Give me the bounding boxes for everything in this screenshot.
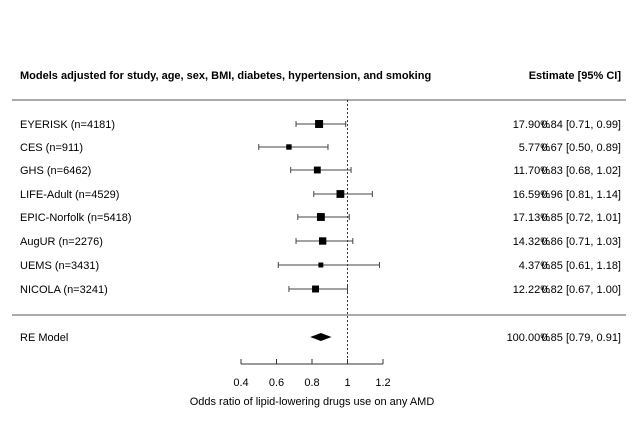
x-tick-label: 0.6 <box>269 377 284 389</box>
x-tick-label: 0.4 <box>233 377 248 389</box>
study-estimate: 0.67 [0.50, 0.89] <box>541 142 621 154</box>
study-estimate: 0.83 [0.68, 1.02] <box>541 165 621 177</box>
study-weight: 17.13% <box>513 212 551 224</box>
summary-diamond <box>310 333 332 341</box>
point-estimate <box>318 237 327 245</box>
point-estimate <box>318 262 324 268</box>
study-row: NICOLA (n=3241) 12.22%0.82 [0.67, 1.00] <box>20 284 621 296</box>
x-tick-label: 1 <box>344 377 350 389</box>
study-estimate: 0.82 [0.67, 1.00] <box>541 284 621 296</box>
study-estimate: 0.84 [0.71, 0.99] <box>541 119 621 131</box>
study-label: AugUR (n=2276) <box>20 236 103 248</box>
x-axis-label: Odds ratio of lipid-lowering drugs use o… <box>190 396 435 408</box>
point-estimate <box>312 285 320 293</box>
study-estimate: 0.96 [0.81, 1.14] <box>541 189 621 201</box>
x-tick-label: 1.2 <box>375 377 390 389</box>
point-estimate <box>313 166 321 174</box>
study-weight: 4.37% <box>519 260 550 272</box>
study-weight: 5.77% <box>519 142 550 154</box>
study-row: EYERISK (n=4181) 17.90%0.84 [0.71, 0.99] <box>20 119 621 131</box>
study-row: UEMS (n=3431) 4.37%0.85 [0.61, 1.18] <box>20 260 621 272</box>
study-weight: 14.32% <box>513 236 551 248</box>
study-estimate: 0.85 [0.72, 1.01] <box>541 212 621 224</box>
summary-weight: 100.00% <box>507 332 551 344</box>
study-label: LIFE-Adult (n=4529) <box>20 189 119 201</box>
point-estimate <box>336 190 345 198</box>
study-weight: 11.70% <box>514 165 551 177</box>
header-right: Estimate [95% CI] <box>529 70 622 82</box>
study-row: LIFE-Adult (n=4529) 16.59%0.96 [0.81, 1.1… <box>20 189 621 201</box>
study-row: CES (n=911) 5.77%0.67 [0.50, 0.89] <box>20 142 621 154</box>
study-estimate: 0.85 [0.61, 1.18] <box>541 260 621 272</box>
study-label: CES (n=911) <box>20 142 83 154</box>
study-estimate: 0.86 [0.71, 1.03] <box>541 236 621 248</box>
study-row: GHS (n=6462) 11.70%0.83 [0.68, 1.02] <box>20 165 621 177</box>
summary-label: RE Model <box>20 332 68 344</box>
study-weight: 16.59% <box>513 189 551 201</box>
point-estimate <box>315 120 324 128</box>
point-estimate <box>316 213 325 221</box>
x-tick-label: 0.8 <box>304 377 319 389</box>
study-label: GHS (n=6462) <box>20 165 91 177</box>
study-weight: 17.90% <box>513 119 551 131</box>
study-weight: 12.22% <box>513 284 551 296</box>
study-label: EYERISK (n=4181) <box>20 119 115 131</box>
header-left: Models adjusted for study, age, sex, BMI… <box>20 70 431 82</box>
study-row: AugUR (n=2276) 14.32%0.86 [0.71, 1.03] <box>20 236 621 248</box>
study-label: NICOLA (n=3241) <box>20 284 108 296</box>
study-label: UEMS (n=3431) <box>20 260 99 272</box>
study-row: EPIC-Norfolk (n=5418) 17.13%0.85 [0.72, 1… <box>20 212 621 224</box>
study-label: EPIC-Norfolk (n=5418) <box>20 212 132 224</box>
summary-estimate: 0.85 [0.79, 0.91] <box>541 332 621 344</box>
point-estimate <box>286 144 292 150</box>
